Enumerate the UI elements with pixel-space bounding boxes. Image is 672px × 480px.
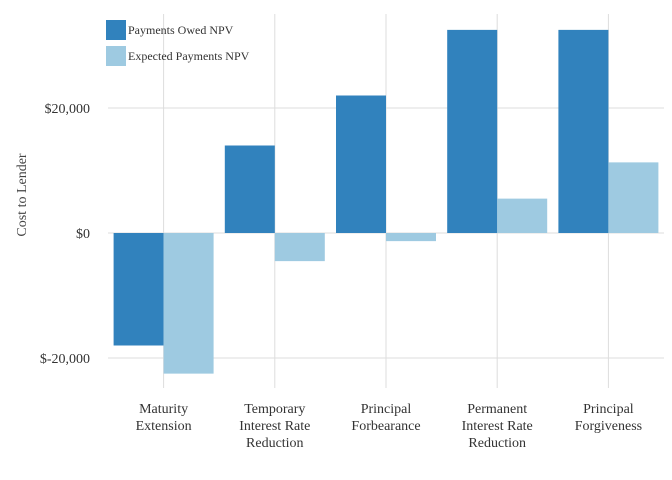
- x-category-label: Principal Forgiveness: [575, 402, 642, 434]
- bar-expected-payments: [274, 233, 325, 262]
- x-category-label-line: Maturity: [139, 402, 188, 417]
- x-category-label-line: Principal: [361, 402, 412, 417]
- bar-payments-owed: [558, 29, 609, 233]
- bar-expected-payments: [386, 233, 436, 242]
- y-tick-label: $0: [76, 227, 90, 242]
- x-axis-categories: Maturity Extension Temporary Interest Rate R…: [136, 402, 643, 451]
- legend-swatch-expected-payments: [106, 46, 126, 66]
- bar-payments-owed: [336, 95, 386, 233]
- x-category-label-line: Extension: [136, 419, 192, 434]
- x-category-label-line: Forbearance: [351, 419, 420, 434]
- x-category-label: Permanent Interest Rate Reduction: [462, 402, 533, 451]
- legend-swatch-payments-owed: [106, 20, 126, 40]
- x-category-label: Maturity Extension: [136, 402, 192, 434]
- y-axis-title: Cost to Lender: [15, 153, 30, 237]
- x-category-label-line: Interest Rate: [239, 419, 310, 434]
- x-category-label-line: Reduction: [246, 436, 304, 451]
- bar-payments-owed: [447, 29, 498, 233]
- x-category-label-line: Reduction: [468, 436, 526, 451]
- bar-expected-payments: [163, 233, 214, 374]
- bar-layer: [113, 29, 659, 374]
- x-category-label-line: Forgiveness: [575, 419, 642, 434]
- x-category-label-line: Permanent: [467, 402, 527, 417]
- x-category-label-line: Principal: [583, 402, 634, 417]
- y-tick-label: $20,000: [45, 102, 91, 117]
- legend: Payments Owed NPV Expected Payments NPV: [106, 20, 250, 66]
- x-category-label: Temporary Interest Rate Reduction: [239, 402, 310, 451]
- bar-payments-owed: [113, 233, 164, 346]
- y-axis-ticks: $-20,000 $0 $20,000: [40, 102, 90, 367]
- bar-expected-payments: [608, 162, 659, 233]
- y-tick-label: $-20,000: [40, 352, 90, 367]
- legend-label-expected-payments: Expected Payments NPV: [128, 49, 250, 63]
- bar-payments-owed: [224, 145, 275, 233]
- bar-expected-payments: [497, 198, 548, 233]
- legend-label-payments-owed: Payments Owed NPV: [128, 23, 234, 37]
- x-category-label-line: Interest Rate: [462, 419, 533, 434]
- x-category-label: Principal Forbearance: [351, 402, 420, 434]
- x-category-label-line: Temporary: [244, 402, 305, 417]
